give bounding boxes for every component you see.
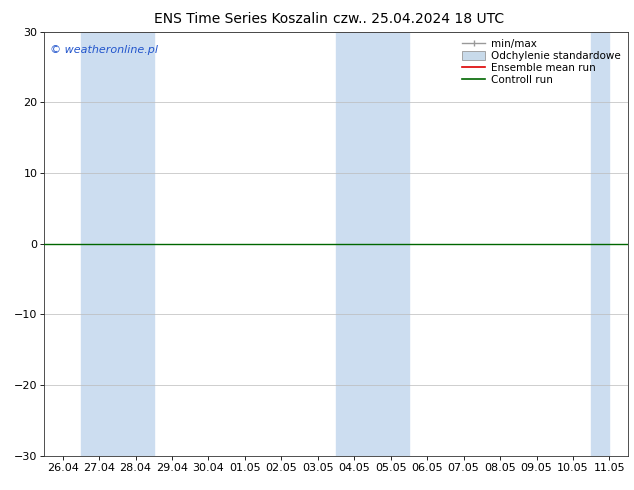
Bar	[81, 32, 153, 456]
Text: ENS Time Series Koszalin: ENS Time Series Koszalin	[154, 12, 328, 26]
Legend: min/max, Odchylenie standardowe, Ensemble mean run, Controll run: min/max, Odchylenie standardowe, Ensembl…	[460, 37, 623, 88]
Bar	[591, 32, 609, 456]
Text: © weatheronline.pl: © weatheronline.pl	[50, 45, 158, 54]
Bar	[336, 32, 409, 456]
Text: czw.. 25.04.2024 18 UTC: czw.. 25.04.2024 18 UTC	[333, 12, 504, 26]
